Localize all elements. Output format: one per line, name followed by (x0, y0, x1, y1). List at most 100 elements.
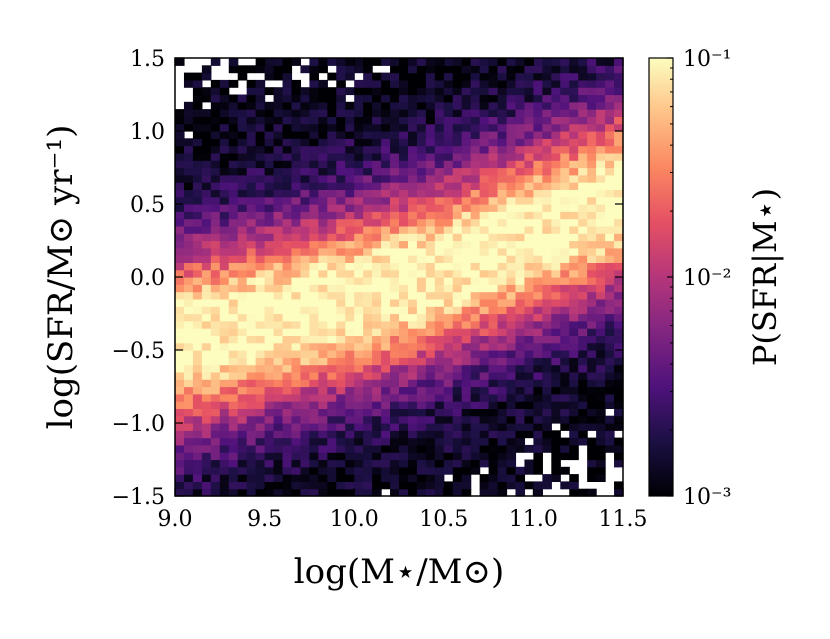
heatmap-cell (470, 174, 481, 183)
heatmap-cell (390, 72, 400, 81)
heatmap-cell (246, 386, 257, 395)
heatmap-cell (479, 401, 490, 409)
heatmap-cell (506, 444, 517, 453)
heatmap-cell (506, 174, 517, 183)
heatmap-cell (237, 357, 248, 366)
heatmap-cell (488, 58, 499, 66)
heatmap-cell (443, 182, 454, 190)
heatmap-cell (372, 123, 382, 132)
heatmap-cell (515, 415, 526, 424)
heatmap-cell (291, 357, 302, 366)
heatmap-cell (605, 371, 615, 380)
heatmap-cell (336, 218, 346, 227)
heatmap-cell (470, 466, 481, 475)
heatmap-cell (336, 79, 346, 88)
heatmap-cell (291, 298, 302, 307)
heatmap-cell (183, 306, 194, 315)
heatmap-cell (210, 291, 221, 300)
heatmap-cell (587, 298, 597, 307)
heatmap-cell (219, 87, 230, 96)
heatmap-cell (175, 408, 185, 417)
heatmap-cell (434, 225, 445, 234)
heatmap-cell (192, 335, 203, 344)
heatmap-cell (264, 255, 275, 263)
heatmap-cell (560, 437, 570, 446)
heatmap-cell (497, 393, 508, 402)
heatmap-cell (443, 298, 454, 307)
heatmap-cell (407, 101, 418, 110)
heatmap-cell (506, 167, 517, 176)
heatmap-cell (407, 357, 418, 366)
heatmap-cell (175, 350, 185, 358)
heatmap-cell (470, 313, 481, 322)
heatmap-cell (542, 364, 552, 373)
heatmap-cell (246, 225, 257, 234)
heatmap-cell (497, 225, 508, 234)
heatmap-cell (524, 131, 534, 139)
heatmap-cell (183, 357, 194, 366)
heatmap-cell (470, 225, 481, 234)
heatmap-cell (399, 357, 409, 366)
heatmap-cell (443, 364, 454, 373)
heatmap-cell (479, 72, 490, 81)
heatmap-cell (614, 174, 624, 183)
heatmap-cell (318, 233, 328, 242)
heatmap-cell (524, 152, 534, 161)
heatmap-cell (497, 182, 508, 190)
heatmap-cell (614, 211, 624, 220)
heatmap-cell (452, 298, 463, 307)
heatmap-cell (363, 240, 373, 249)
heatmap-cell (381, 350, 391, 358)
heatmap-cell (443, 152, 454, 161)
heatmap-cell (255, 145, 266, 154)
heatmap-cell (228, 233, 239, 242)
heatmap-cell (605, 211, 615, 220)
heatmap-cell (452, 466, 463, 475)
heatmap-cell (560, 364, 570, 373)
heatmap-cell (587, 196, 597, 205)
heatmap-cell (345, 233, 355, 242)
heatmap-cell (479, 379, 490, 388)
heatmap-cell (264, 466, 275, 475)
heatmap-cell (354, 488, 364, 497)
heatmap-cell (551, 328, 561, 336)
heatmap-cell (569, 335, 579, 344)
heatmap-cell (533, 79, 543, 88)
heatmap-cell (192, 423, 203, 431)
heatmap-cell (461, 328, 472, 336)
heatmap-cell (237, 401, 248, 409)
heatmap-cell (390, 415, 400, 424)
heatmap-cell (363, 116, 373, 125)
heatmap-cell (425, 291, 436, 300)
heatmap-cell (533, 313, 543, 322)
heatmap-cell (434, 269, 445, 278)
heatmap-cell (363, 335, 373, 344)
heatmap-cell (363, 269, 373, 278)
heatmap-cell (282, 123, 293, 132)
heatmap-cell (524, 167, 534, 176)
heatmap-cell (407, 430, 418, 439)
heatmap-cell (461, 306, 472, 315)
heatmap-cell (192, 101, 203, 110)
heatmap-cell (219, 131, 230, 139)
heatmap-cell (479, 101, 490, 110)
heatmap-cell (354, 174, 364, 183)
heatmap-cell (461, 474, 472, 482)
heatmap-cell (416, 393, 427, 402)
heatmap-cell (614, 444, 624, 453)
heatmap-cell (434, 459, 445, 468)
heatmap-cell (210, 109, 221, 117)
heatmap-cell (488, 284, 499, 293)
heatmap-cell (434, 364, 445, 373)
heatmap-cell (524, 335, 534, 344)
heatmap-cell (470, 247, 481, 256)
heatmap-cell (318, 313, 328, 322)
heatmap-cell (175, 233, 185, 242)
heatmap-cell (578, 488, 588, 497)
heatmap-cell (282, 415, 293, 424)
heatmap-cell (515, 444, 526, 453)
heatmap-cell (246, 342, 257, 351)
heatmap-cell (578, 262, 588, 271)
heatmap-cell (336, 466, 346, 475)
heatmap-cell (201, 255, 212, 263)
